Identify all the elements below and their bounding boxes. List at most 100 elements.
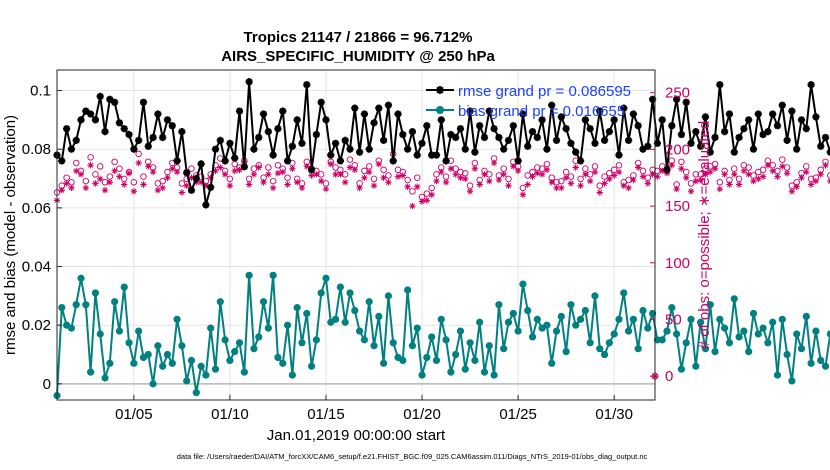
bias-point	[528, 333, 537, 341]
rmse-point	[120, 125, 128, 133]
obs-evaluated-point	[82, 184, 89, 192]
rmse-point	[394, 110, 402, 118]
rmse-point	[591, 139, 599, 147]
rmse-point	[677, 130, 685, 139]
bias-point	[202, 371, 210, 379]
bias-point	[586, 339, 594, 347]
bias-point	[115, 327, 124, 335]
obs-evaluated-point	[803, 168, 810, 176]
bias-point	[428, 333, 436, 341]
rmse-point	[312, 130, 320, 139]
obs-evaluated-point	[543, 166, 551, 173]
bias-point	[384, 292, 393, 300]
obs-evaluated-point	[164, 174, 171, 181]
rmse-point	[317, 98, 325, 106]
rmse-point	[135, 136, 143, 144]
bias-point	[600, 350, 609, 359]
obs-evaluated-point	[452, 171, 459, 178]
obs-evaluated-point	[462, 175, 469, 183]
bias-point	[793, 330, 801, 338]
obs-evaluated-point	[385, 179, 392, 186]
rmse-point	[298, 139, 306, 147]
y-tick-label: 0.04	[22, 259, 51, 276]
rmse-point	[725, 110, 733, 118]
rmse-point	[697, 142, 705, 150]
obs-evaluated-point	[135, 159, 142, 167]
obs-evaluated-point	[92, 180, 99, 187]
bias-point	[77, 274, 85, 282]
obs-possible-point	[505, 175, 512, 183]
obs-evaluated-point	[269, 184, 277, 192]
obs-evaluated-point	[553, 184, 560, 192]
obs-evaluated-point	[423, 197, 430, 204]
obs-evaluated-point	[740, 167, 748, 175]
bias-point	[533, 315, 541, 323]
rmse-point	[528, 128, 537, 136]
obs-evaluated-point	[639, 173, 647, 180]
y2-tick-label: 0	[665, 368, 673, 385]
obs-evaluated-point	[188, 174, 195, 181]
rmse-point	[495, 133, 503, 142]
bias-point	[293, 304, 301, 312]
bias-point	[769, 318, 777, 326]
bias-point	[807, 359, 815, 367]
rmse-point	[87, 110, 95, 118]
obs-possible-point	[92, 171, 99, 178]
obs-evaluated-point	[500, 171, 507, 178]
obs-evaluated-point	[529, 173, 536, 180]
y2-tick-label: 100	[665, 255, 690, 272]
rmse-point	[399, 130, 407, 139]
rmse-point	[288, 142, 296, 150]
rmse-point	[336, 157, 344, 165]
obs-evaluated-point	[197, 179, 205, 186]
rmse-point	[778, 101, 786, 109]
x-tick-label: 01/25	[499, 406, 537, 423]
rmse-point	[701, 113, 709, 121]
obs-possible-point	[269, 177, 277, 185]
obs-evaluated-point	[414, 183, 421, 190]
bias-point	[183, 377, 191, 385]
rmse-point	[581, 116, 589, 124]
obs-evaluated-point	[140, 181, 147, 188]
obs-evaluated-point	[380, 174, 387, 181]
obs-evaluated-point	[337, 171, 344, 178]
data-file-footer: data file: /Users/raeder/DAI/ATM_forcXX/…	[177, 452, 648, 461]
y-axis-left: 0 0.02 0.04 0.06 0.08 0.1	[22, 83, 62, 393]
obs-evaluated-point	[769, 167, 776, 175]
obs-evaluated-point	[433, 177, 440, 185]
bias-point	[91, 289, 100, 297]
rmse-point	[428, 151, 436, 159]
bias-point	[168, 359, 176, 367]
obs-evaluated-point	[572, 164, 579, 171]
obs-evaluated-point	[154, 187, 162, 194]
obs-possible-point	[413, 174, 421, 181]
obs-evaluated-point	[471, 165, 479, 172]
obs-evaluated-point	[193, 179, 200, 186]
rmse-point	[130, 145, 138, 153]
obs-evaluated-point	[822, 162, 829, 169]
bias-point	[759, 324, 767, 332]
obs-evaluated-point	[260, 179, 267, 186]
bias-point	[408, 342, 417, 350]
rmse-point	[308, 166, 316, 174]
bias-point	[360, 336, 369, 344]
obs-evaluated-point	[534, 170, 541, 177]
bias-point	[96, 330, 104, 338]
rmse-point	[159, 133, 167, 142]
bias-point	[749, 309, 758, 318]
rmse-point	[125, 130, 133, 139]
bias-point	[466, 339, 474, 347]
rmse-point	[817, 142, 825, 150]
bias-point	[817, 356, 825, 364]
legend-bias-marker	[436, 106, 444, 114]
rmse-point	[629, 110, 637, 118]
series-layer	[53, 78, 830, 400]
obs-evaluated-point	[322, 185, 330, 193]
bias-point	[624, 327, 633, 335]
obs-evaluated-point	[265, 171, 272, 178]
bias-point	[264, 324, 272, 332]
obs-evaluated-point	[245, 181, 253, 188]
bias-point	[812, 327, 820, 335]
obs-evaluated-point	[606, 175, 613, 183]
obs-evaluated-point	[313, 171, 320, 178]
